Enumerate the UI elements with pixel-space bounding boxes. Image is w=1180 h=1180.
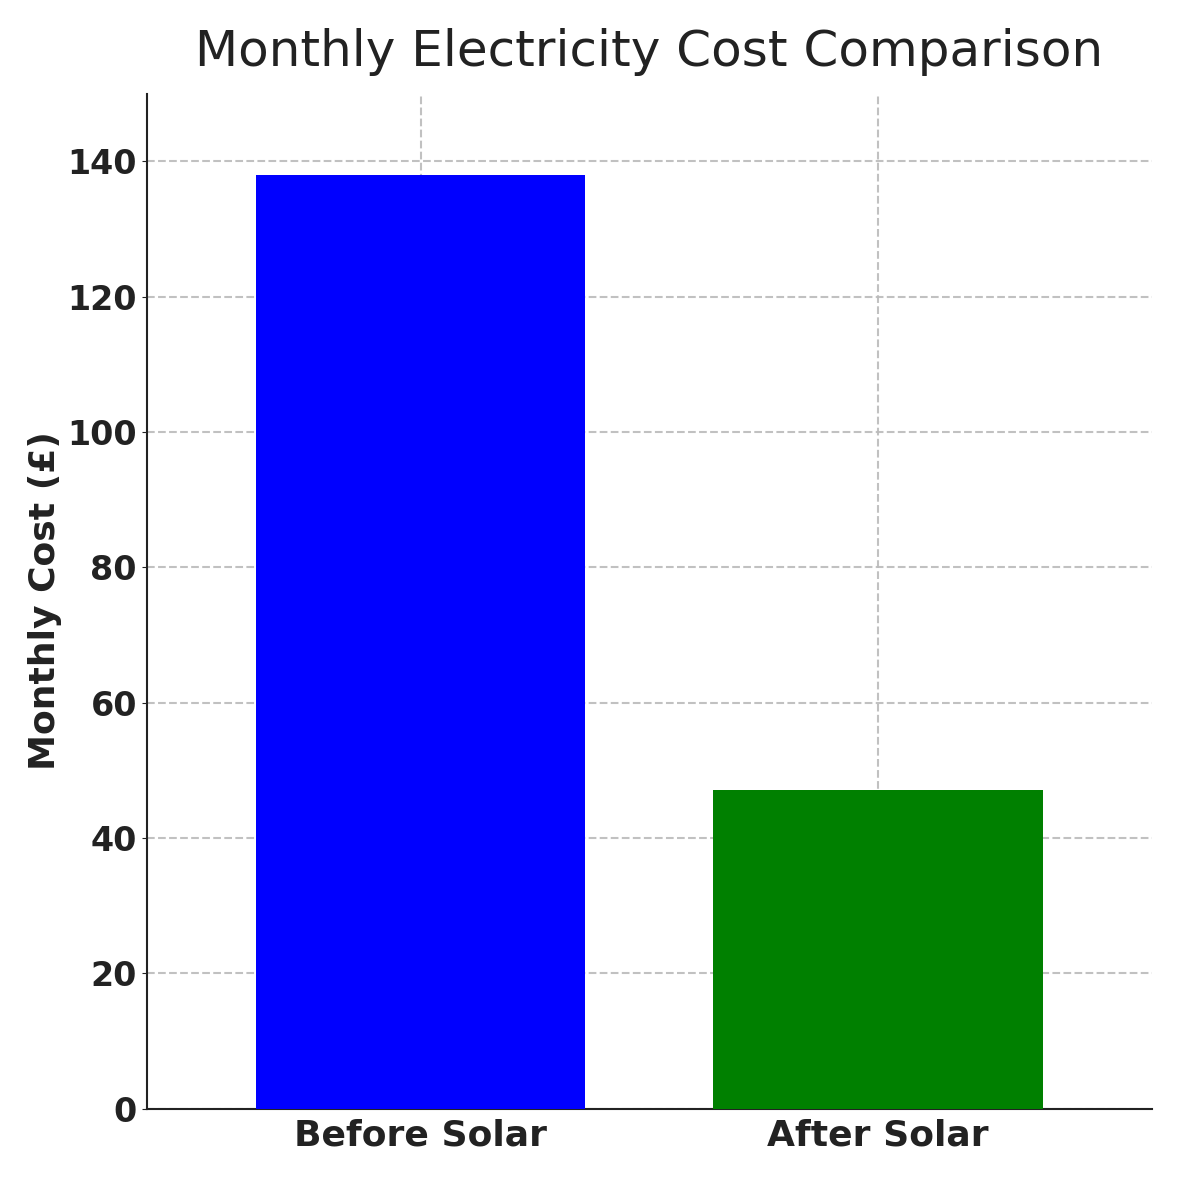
Bar (714, 791, 1042, 1108)
Bar (256, 175, 585, 1108)
Y-axis label: Monthly Cost (£): Monthly Cost (£) (28, 432, 61, 771)
Title: Monthly Electricity Cost Comparison: Monthly Electricity Cost Comparison (196, 28, 1103, 76)
